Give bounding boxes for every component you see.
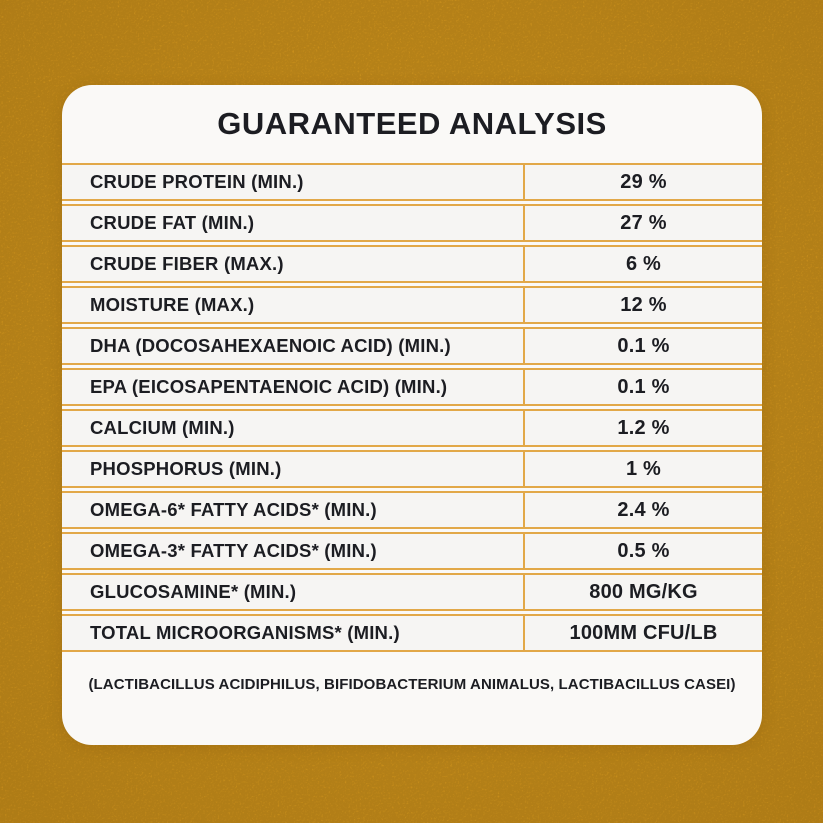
nutrient-value: 0.1 % bbox=[617, 375, 670, 398]
nutrient-value: 12 % bbox=[620, 293, 667, 316]
nutrient-label: CRUDE FAT (MIN.) bbox=[62, 206, 525, 240]
nutrient-value: 29 % bbox=[620, 170, 667, 193]
table-row: DHA (DOCOSAHEXAENOIC ACID) (MIN.) 0.1 % bbox=[62, 327, 762, 365]
table-row: CRUDE PROTEIN (MIN.) 29 % bbox=[62, 163, 762, 201]
nutrient-value: 800 MG/KG bbox=[589, 580, 698, 603]
nutrient-label: PHOSPHORUS (MIN.) bbox=[62, 452, 525, 486]
table-row: OMEGA-3* FATTY ACIDS* (MIN.) 0.5 % bbox=[62, 532, 762, 570]
nutrient-label: OMEGA-6* FATTY ACIDS* (MIN.) bbox=[62, 493, 525, 527]
nutrient-value: 100MM CFU/LB bbox=[569, 621, 718, 644]
table-row: MOISTURE (MAX.) 12 % bbox=[62, 286, 762, 324]
table-row: EPA (EICOSAPENTAENOIC ACID) (MIN.) 0.1 % bbox=[62, 368, 762, 406]
nutrient-label: GLUCOSAMINE* (MIN.) bbox=[62, 575, 525, 609]
microorganisms-footnote: (LACTIBACILLUS ACIDIPHILUS, BIFIDOBACTER… bbox=[88, 676, 736, 693]
nutrient-label: CRUDE PROTEIN (MIN.) bbox=[62, 165, 525, 199]
table-row: OMEGA-6* FATTY ACIDS* (MIN.) 2.4 % bbox=[62, 491, 762, 529]
nutrient-label: OMEGA-3* FATTY ACIDS* (MIN.) bbox=[62, 534, 525, 568]
nutrient-value: 1.2 % bbox=[617, 416, 670, 439]
nutrient-value: 27 % bbox=[620, 211, 667, 234]
nutrient-value: 6 % bbox=[625, 252, 662, 275]
nutrient-value: 2.4 % bbox=[617, 498, 670, 521]
table-row: TOTAL MICROORGANISMS* (MIN.) 100MM CFU/L… bbox=[62, 614, 762, 652]
table-row: CRUDE FIBER (MAX.) 6 % bbox=[62, 245, 762, 283]
nutrient-label: TOTAL MICROORGANISMS* (MIN.) bbox=[62, 616, 525, 650]
nutrient-label: MOISTURE (MAX.) bbox=[62, 288, 525, 322]
nutrient-label: EPA (EICOSAPENTAENOIC ACID) (MIN.) bbox=[62, 370, 525, 404]
table-row: PHOSPHORUS (MIN.) 1 % bbox=[62, 450, 762, 488]
nutrient-value: 0.5 % bbox=[617, 539, 670, 562]
page-title: GUARANTEED ANALYSIS bbox=[217, 106, 607, 141]
table-row: GLUCOSAMINE* (MIN.) 800 MG/KG bbox=[62, 573, 762, 611]
nutrient-label: CRUDE FIBER (MAX.) bbox=[62, 247, 525, 281]
nutrient-value: 1 % bbox=[625, 457, 662, 480]
analysis-table: CRUDE PROTEIN (MIN.) 29 % CRUDE FAT (MIN… bbox=[62, 163, 762, 652]
nutrient-label: DHA (DOCOSAHEXAENOIC ACID) (MIN.) bbox=[62, 329, 525, 363]
guaranteed-analysis-card: GUARANTEED ANALYSIS CRUDE PROTEIN (MIN.)… bbox=[62, 85, 762, 745]
nutrient-label: CALCIUM (MIN.) bbox=[62, 411, 525, 445]
table-row: CALCIUM (MIN.) 1.2 % bbox=[62, 409, 762, 447]
table-row: CRUDE FAT (MIN.) 27 % bbox=[62, 204, 762, 242]
nutrient-value: 0.1 % bbox=[617, 334, 670, 357]
